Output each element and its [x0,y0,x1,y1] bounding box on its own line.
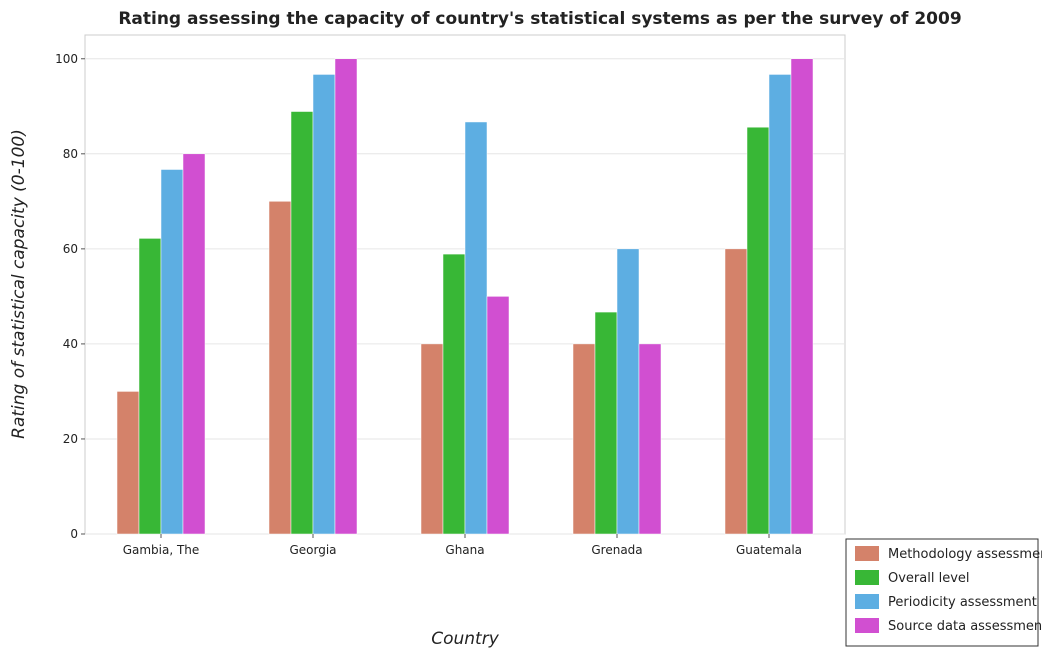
y-tick-label: 40 [63,337,78,351]
bar-methodology-assessment [116,391,140,535]
bar-overall-level [746,126,770,535]
bar-overall-level [442,253,466,535]
y-tick-label: 20 [63,432,78,446]
bar-periodicity-assessment [160,169,184,535]
bar-methodology-assessment [420,343,444,535]
x-ticks: Gambia, The Georgia Ghana Grenada Guatemala [123,534,802,557]
x-tick-label: Georgia [289,543,336,557]
legend-label: Overall level [888,571,970,586]
legend-label: Periodicity assessment [888,595,1037,610]
legend-swatch [855,594,879,609]
chart-title: Rating assessing the capacity of country… [118,9,961,29]
bar-periodicity-assessment [312,74,336,535]
bars [116,58,814,535]
legend-label: Source data assessment [888,619,1042,634]
bar-periodicity-assessment [464,121,488,535]
bar-periodicity-assessment [768,74,792,535]
bar-methodology-assessment [268,201,292,535]
y-tick-label: 100 [55,52,78,66]
y-tick-label: 60 [63,242,78,256]
y-axis-label: Rating of statistical capacity (0-100) [9,129,29,439]
bar-source-data-assessment [182,153,206,535]
legend-label: Methodology assessment [888,547,1042,562]
x-tick-label: Ghana [445,543,484,557]
x-axis-label: Country [431,629,499,649]
bar-overall-level [290,111,314,535]
y-tick-label: 0 [70,527,78,541]
y-ticks: 0 20 40 60 80 100 [55,52,85,541]
bar-periodicity-assessment [616,248,640,535]
y-tick-label: 80 [63,147,78,161]
bar-overall-level [138,238,162,535]
bar-source-data-assessment [486,296,510,535]
bar-source-data-assessment [638,343,662,535]
x-tick-label: Guatemala [736,543,802,557]
legend-swatch [855,546,879,561]
bar-overall-level [594,311,618,535]
x-tick-label: Grenada [591,543,642,557]
bar-methodology-assessment [724,248,748,535]
bar-methodology-assessment [572,343,596,535]
legend-swatch [855,570,879,585]
bar-source-data-assessment [790,58,814,535]
legend-swatch [855,618,879,633]
bar-source-data-assessment [334,58,358,535]
legend: Methodology assessment Overall level Perio… [845,538,1042,647]
x-tick-label: Gambia, The [123,543,200,557]
